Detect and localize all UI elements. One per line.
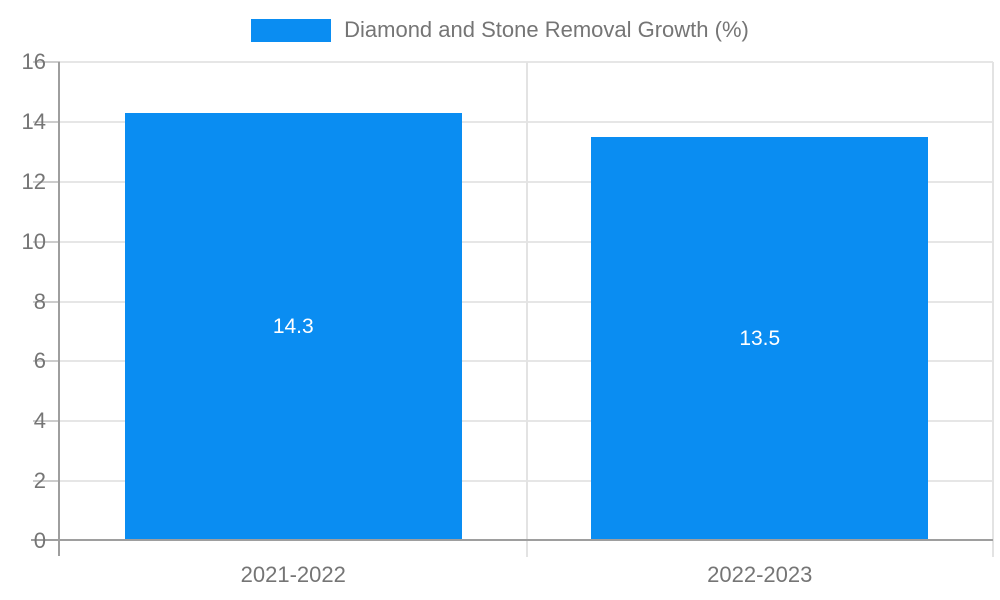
x-axis-tick-label: 2021-2022: [240, 562, 346, 587]
y-axis-tick-label: 4: [33, 408, 46, 434]
y-tick: [33, 240, 60, 243]
bar-2022-2023[interactable]: [591, 136, 929, 541]
y-axis-tick-label: 16: [21, 49, 46, 74]
y-axis-tick-label: 6: [33, 348, 46, 374]
legend-label: Diamond and Stone Removal Growth (%): [344, 17, 749, 42]
y-axis-tick-label: 14: [21, 108, 46, 134]
y-tick: [33, 300, 60, 303]
y-axis-tick-label: 12: [21, 168, 46, 194]
y-tick: [33, 120, 60, 123]
y-tick: [33, 420, 60, 423]
legend-item[interactable]: Diamond and Stone Removal Growth (%): [251, 17, 749, 43]
x-axis-tick-label: 2022-2023: [707, 562, 813, 587]
bar-2021-2022[interactable]: [124, 112, 462, 541]
y-tick: [33, 180, 60, 183]
y-axis-tick-label: 2: [33, 468, 46, 494]
x-gridline: [992, 62, 994, 557]
y-axis-line: [58, 62, 60, 556]
y-axis-tick-label: 10: [21, 228, 46, 254]
legend: Diamond and Stone Removal Growth (%): [0, 17, 1000, 43]
x-axis-line: [31, 539, 993, 541]
y-tick: [33, 61, 60, 63]
x-gridline: [525, 62, 528, 557]
y-tick: [33, 480, 60, 483]
y-tick: [33, 360, 60, 363]
bar-value-label: 14.3: [272, 314, 314, 338]
y-axis-tick-label: 0: [33, 528, 46, 553]
legend-swatch: [251, 18, 332, 42]
y-axis-tick-label: 8: [33, 288, 46, 314]
bar-value-label: 13.5: [739, 326, 781, 350]
